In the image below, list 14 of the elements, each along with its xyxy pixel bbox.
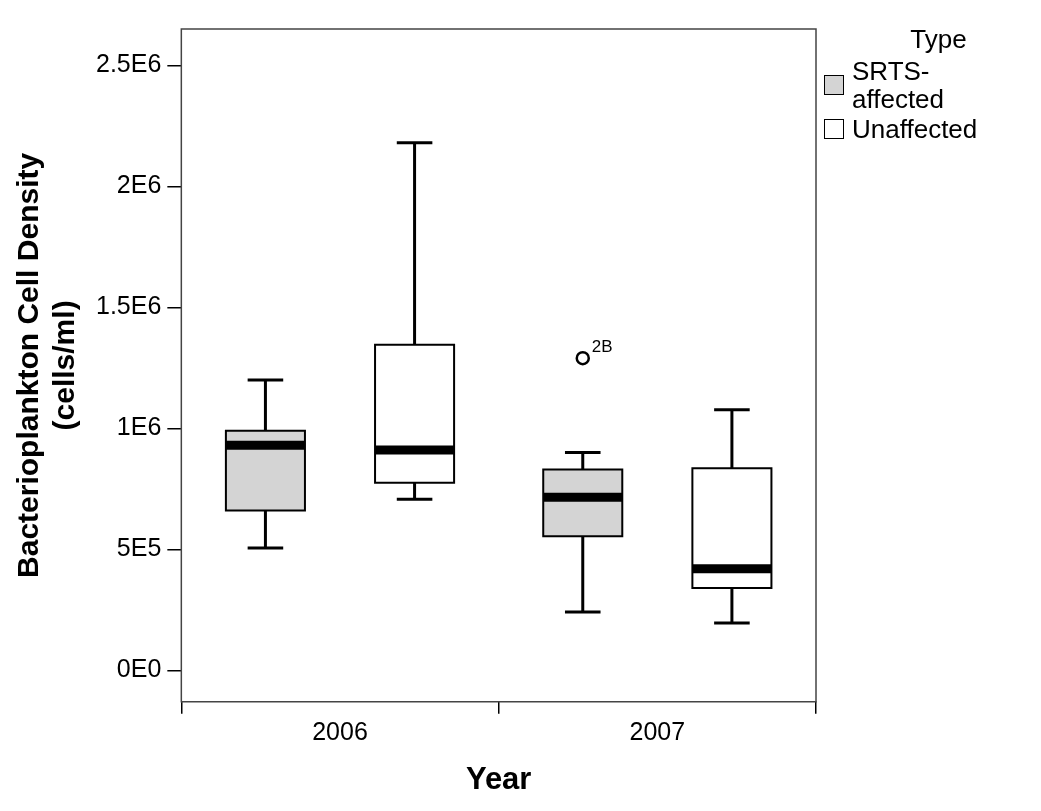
y-tick-label: 5E5 bbox=[116, 533, 162, 562]
legend-label: SRTS-affected bbox=[852, 56, 946, 114]
text: Unaffected bbox=[852, 114, 979, 144]
y-axis-title: Bacterioplankton Cell Density (cells/ml) bbox=[11, 152, 81, 578]
annotation: 2B bbox=[591, 337, 613, 357]
y-tick-label: 2E6 bbox=[116, 170, 162, 199]
y-tick-label: 1E6 bbox=[116, 412, 162, 441]
x-axis-title: Year bbox=[465, 760, 532, 796]
y-tick-label: 0E0 bbox=[116, 654, 162, 683]
y-tick-label: 2.5E6 bbox=[95, 49, 162, 78]
x-tick-label: 2006 bbox=[312, 716, 368, 745]
y-tick-label: 1.5E6 bbox=[95, 291, 162, 320]
legend-title: Type bbox=[909, 24, 968, 55]
x-tick-label: 2007 bbox=[629, 716, 686, 745]
